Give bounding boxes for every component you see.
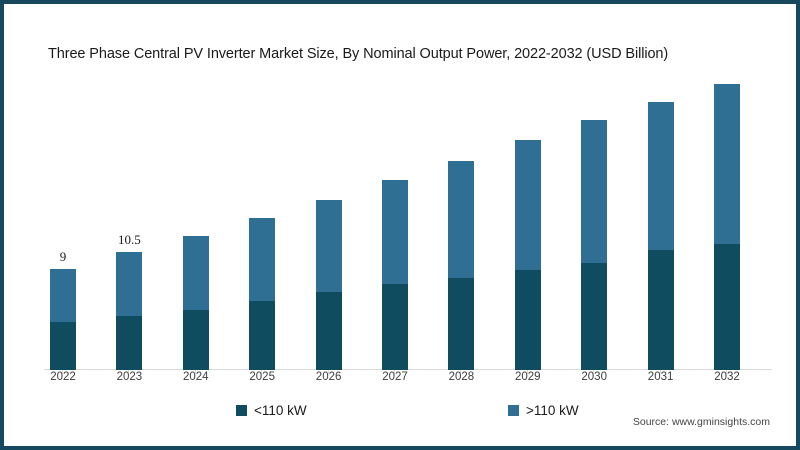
bar-segment-low[interactable] xyxy=(182,310,209,370)
bar-segment-high[interactable] xyxy=(116,251,143,316)
chart-inner-panel: Three Phase Central PV Inverter Market S… xyxy=(7,7,793,443)
page-title: Three Phase Central PV Inverter Market S… xyxy=(48,46,669,62)
x-axis-tick-label: 2028 xyxy=(448,371,475,383)
x-axis-tick-mark xyxy=(194,370,196,374)
bar-segment-low[interactable] xyxy=(116,315,143,370)
x-axis-tick-mark xyxy=(128,370,130,374)
source-attribution: Source: www.gminsights.com xyxy=(632,416,770,428)
legend-item-label: >110 kW xyxy=(526,403,579,418)
x-axis-tick-mark xyxy=(726,370,727,374)
bar-segment-high[interactable] xyxy=(514,140,541,270)
bar-segment-high[interactable] xyxy=(382,179,408,285)
bar-segment-high[interactable] xyxy=(50,268,76,322)
x-axis-tick-mark xyxy=(327,370,329,374)
x-axis-tick-label: 2032 xyxy=(714,371,740,383)
bar-segment-high[interactable] xyxy=(182,236,209,311)
chart-legend: <110 kW >110 kW xyxy=(8,403,800,425)
bar-segment-low[interactable] xyxy=(448,277,475,370)
bar-value-label: 10.5 xyxy=(118,231,141,247)
x-axis-tick-mark xyxy=(593,370,595,374)
bar-segment-high[interactable] xyxy=(647,102,674,250)
x-axis-tick-mark xyxy=(62,370,63,374)
x-axis-tick-mark xyxy=(261,370,263,374)
square-swatch-icon xyxy=(236,405,247,416)
bar-segment-low[interactable] xyxy=(581,263,608,370)
bar-segment-high[interactable] xyxy=(315,199,342,293)
legend-item-low[interactable]: <110 kW xyxy=(236,403,307,418)
bar-segment-low[interactable] xyxy=(647,249,674,370)
bar-segment-low[interactable] xyxy=(382,284,408,370)
x-axis-tick-label: 2029 xyxy=(515,371,541,383)
bar-segment-low[interactable] xyxy=(315,292,342,370)
x-axis-tick-label: 2023 xyxy=(116,371,143,383)
legend-item-high[interactable]: >110 kW xyxy=(508,403,579,418)
x-axis-tick-mark xyxy=(526,370,528,374)
x-axis-tick-mark xyxy=(394,370,395,374)
plot-area: 9 2022 10.5 2023 2024 2025 2026 2027 2028 2029 203… xyxy=(38,68,778,383)
legend-item-label: <110 kW xyxy=(254,403,307,418)
bar-segment-high[interactable] xyxy=(581,120,608,264)
square-swatch-icon xyxy=(508,405,519,416)
x-axis-tick-mark xyxy=(460,370,462,374)
bar-segment-low[interactable] xyxy=(514,269,541,370)
bar-segment-low[interactable] xyxy=(714,243,740,370)
bar-segment-low[interactable] xyxy=(50,321,76,370)
bar-value-label: 9 xyxy=(59,248,67,264)
x-axis-tick-label: 2024 xyxy=(183,371,209,383)
x-axis-tick-mark xyxy=(659,370,661,374)
x-axis-tick-label: 2025 xyxy=(249,371,275,383)
bar-segment-high[interactable] xyxy=(448,160,475,278)
x-axis-tick-label: 2030 xyxy=(581,371,607,383)
x-axis-tick-label: 2027 xyxy=(382,371,408,383)
bar-segment-high[interactable] xyxy=(714,84,740,244)
bar-segment-high[interactable] xyxy=(249,218,276,302)
x-axis-line xyxy=(44,369,772,370)
x-axis-tick-label: 2026 xyxy=(315,371,342,383)
bar-segment-low[interactable] xyxy=(249,301,276,370)
x-axis-tick-label: 2031 xyxy=(647,371,674,383)
x-axis-tick-label: 2022 xyxy=(50,371,76,383)
